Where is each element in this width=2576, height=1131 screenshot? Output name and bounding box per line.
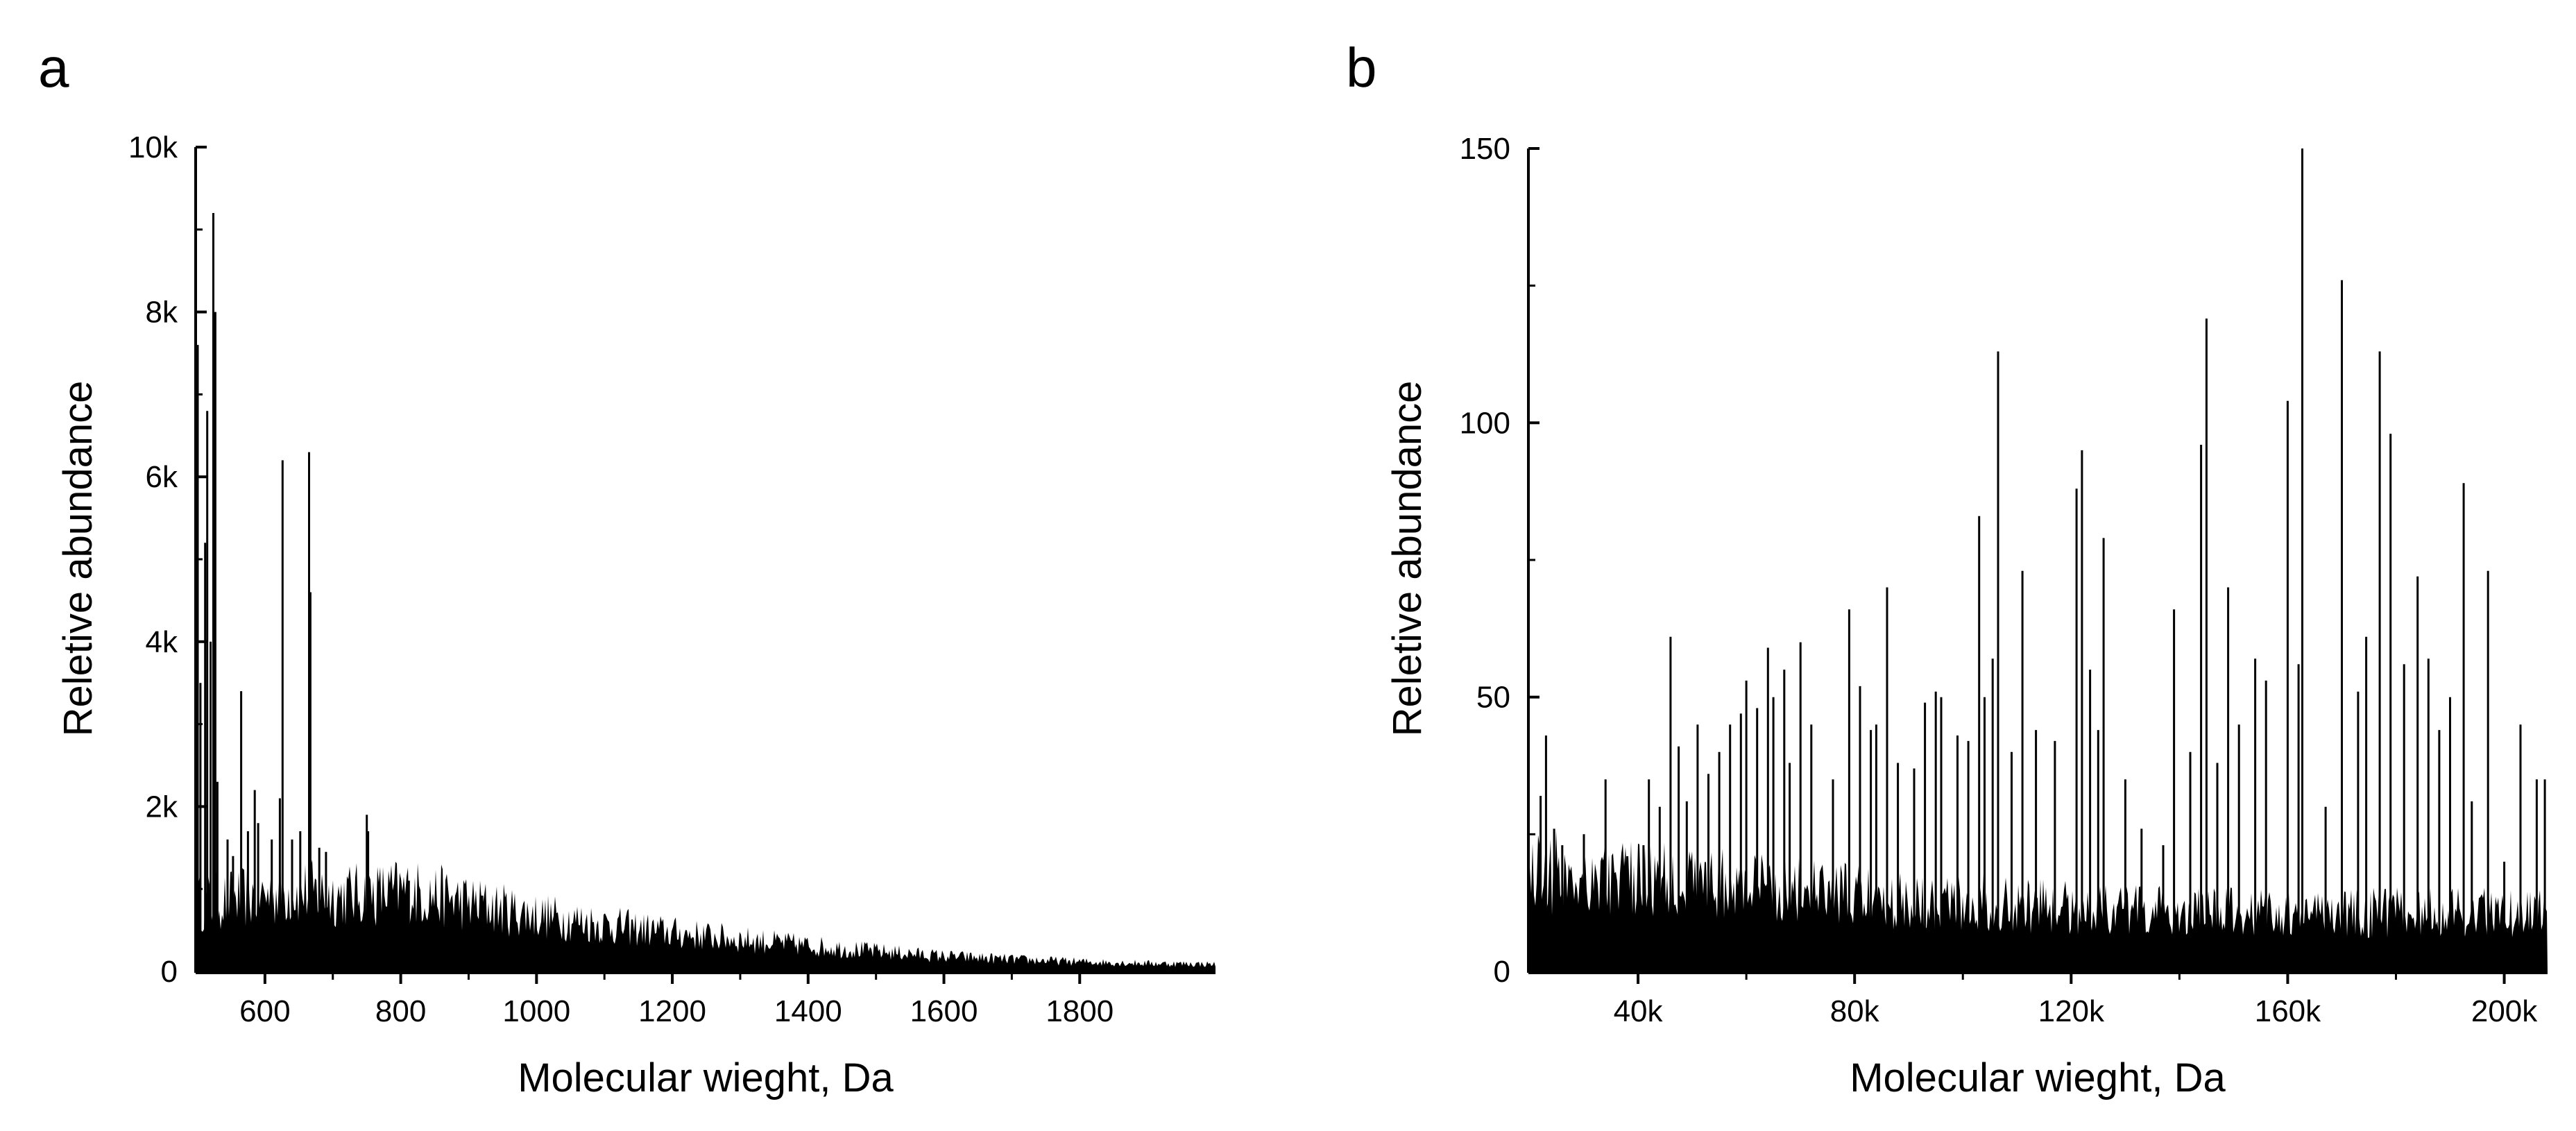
panel-a-label: a — [38, 37, 69, 99]
panel-a-intensity-envelope — [197, 859, 1216, 971]
panel-b-y-tick-label: 100 — [1460, 406, 1510, 440]
panel-a-y-ticks: 0 2k 4k 6k 8k 10k — [128, 130, 207, 989]
panel-b-y-tick-label: 50 — [1476, 681, 1510, 715]
panel-a-x-tick-label: 800 — [375, 994, 426, 1028]
panel-b-x-tick-label: 80k — [1830, 994, 1880, 1028]
panel-b-label: b — [1346, 37, 1377, 99]
panel-b-y-tick-label: 0 — [1494, 955, 1510, 989]
panel-a-y-axis-title: Reletive abundance — [56, 381, 101, 737]
plot-b-data — [1530, 148, 2548, 971]
panel-a-x-tick-label: 1000 — [502, 994, 570, 1028]
panel-a-x-tick-label: 1400 — [774, 994, 842, 1028]
panel-a-y-tick-label: 8k — [146, 296, 178, 330]
panel-a-y-tick-label: 10k — [128, 130, 178, 164]
panel-b-x-axis-title: Molecular wieght, Da — [1850, 1055, 2226, 1100]
panel-a-x-ticks: 600 800 1000 1200 1400 1600 1800 — [239, 973, 1114, 1028]
panel-a-x-tick-label: 600 — [239, 994, 290, 1028]
panel-b-x-tick-label: 40k — [1614, 994, 1664, 1028]
panel-a-x-tick-label: 1200 — [638, 994, 706, 1028]
panel-a-y-tick-label: 2k — [146, 790, 178, 824]
panel-b-x-tick-label: 160k — [2255, 994, 2321, 1028]
panel-b-y-ticks: 0 50 100 150 — [1460, 132, 1539, 989]
chart-panel-b: b 0 50 100 150 40k 80k 120k 160k 200k Molecular… — [1346, 37, 2548, 1100]
panel-a-x-tick-label: 1600 — [910, 994, 978, 1028]
panel-b-y-axis-title: Reletive abundance — [1385, 381, 1430, 737]
panel-a-y-tick-label: 0 — [161, 955, 178, 989]
panel-a-y-tick-label: 4k — [146, 625, 178, 659]
panel-b-x-tick-label: 120k — [2038, 994, 2105, 1028]
panel-a-x-axis-title: Molecular wieght, Da — [518, 1055, 894, 1100]
chart-panel-a: a 0 2k 4k 6k 8k 10k 600 800 1000 1200 1400 1600 180… — [38, 37, 1216, 1100]
panel-b-x-tick-label: 200k — [2471, 994, 2538, 1028]
panel-b-y-tick-label: 150 — [1460, 132, 1510, 166]
plot-a-data — [196, 213, 1216, 971]
panel-a-y-tick-label: 6k — [146, 460, 178, 494]
panel-b-x-ticks: 40k 80k 120k 160k 200k — [1614, 973, 2538, 1028]
panel-a-x-tick-label: 1800 — [1046, 994, 1114, 1028]
